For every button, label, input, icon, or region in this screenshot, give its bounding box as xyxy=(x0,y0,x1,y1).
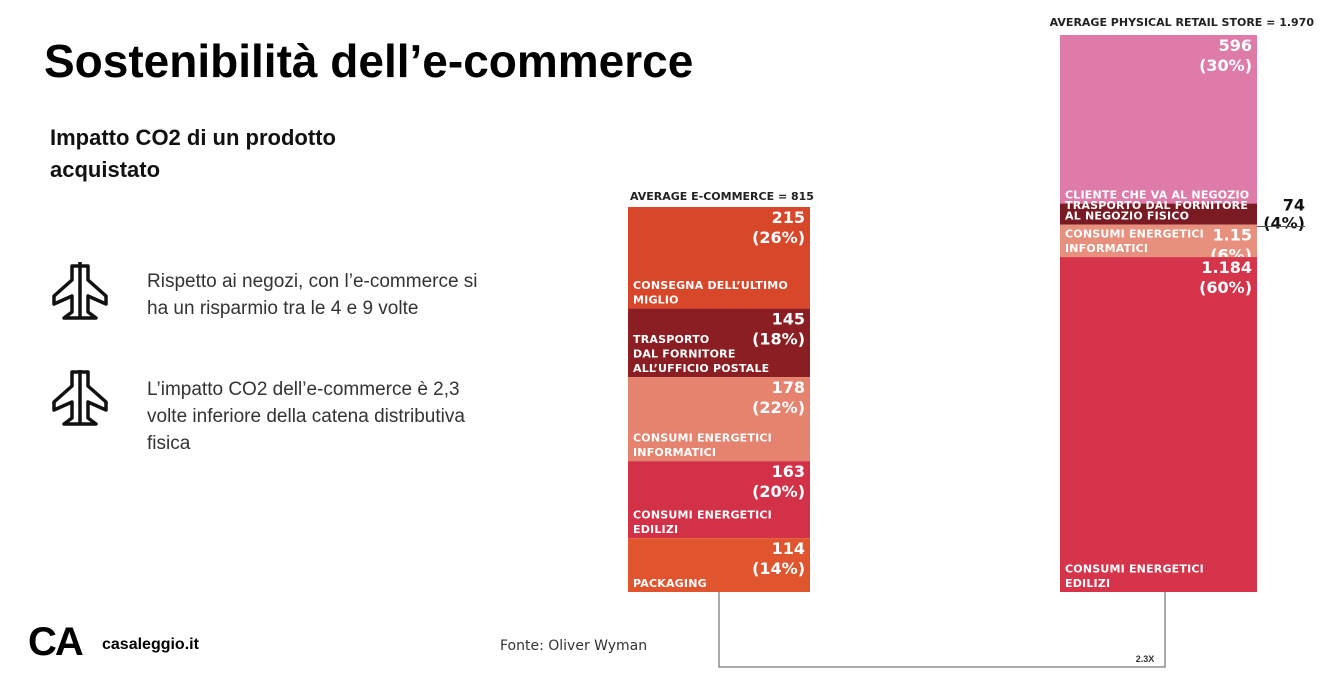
value-label: 215 xyxy=(772,208,805,227)
value-label: 74 xyxy=(1283,196,1305,215)
bullet-text: fisica xyxy=(147,433,191,454)
segment-name: PACKAGING xyxy=(633,577,707,590)
value-label: 114 xyxy=(772,539,805,558)
bar-segment xyxy=(628,377,810,462)
share-label: (4%) xyxy=(1263,214,1305,233)
segment-name: DAL FORNITORE xyxy=(633,348,736,361)
airplane-icon xyxy=(52,262,108,320)
bar-segment xyxy=(628,538,810,592)
bar-segment xyxy=(1060,203,1257,225)
chart: AVERAGE E-COMMERCE = 815 215(26%) CONSEGNA… xyxy=(628,16,1314,592)
bar-segment xyxy=(1060,257,1257,592)
bullets: Rispetto ai negozi, con l’e-commerce si h… xyxy=(147,271,478,454)
segment-name: CONSUMI ENERGETICI xyxy=(1065,563,1204,576)
bar-segment xyxy=(628,461,810,539)
bar-label: AVERAGE PHYSICAL RETAIL STORE = 1.970 xyxy=(1050,16,1315,29)
value-label: 145 xyxy=(772,310,805,329)
segment-name: ALL’UFFICIO POSTALE xyxy=(633,362,769,375)
share-label: (14%) xyxy=(752,559,805,578)
logo-mark: CA xyxy=(28,620,83,664)
bullet-text: ha un risparmio tra le 4 e 9 volte xyxy=(147,298,418,319)
segment-name: EDILIZI xyxy=(1065,577,1110,590)
share-label: (60%) xyxy=(1199,278,1252,297)
value-label: 163 xyxy=(772,462,805,481)
bar-segment xyxy=(1060,35,1257,204)
annotation: 2.3X xyxy=(1136,654,1155,664)
segment-name: CONSUMI ENERGETICI xyxy=(633,509,772,522)
value-label: 596 xyxy=(1219,36,1252,55)
share-label: (18%) xyxy=(752,330,805,349)
logo-name: casaleggio.it xyxy=(102,636,200,653)
subtitle: acquistato xyxy=(50,157,160,182)
share-label: (26%) xyxy=(752,228,805,247)
bar-segment xyxy=(1060,224,1257,258)
segment-name: EDILIZI xyxy=(633,523,678,536)
share-label: (30%) xyxy=(1199,56,1252,75)
bullet-text: L’impatto CO2 dell’e-commerce è 2,3 xyxy=(147,379,460,400)
value-label: 1.15 xyxy=(1213,226,1252,245)
source: Fonte: Oliver Wyman xyxy=(500,638,647,654)
segment-name: CONSUMI ENERGETICI xyxy=(633,432,772,445)
subtitle: Impatto CO2 di un prodotto xyxy=(50,125,336,150)
segment-name: TRASPORTO DAL FORNITORE xyxy=(1065,199,1248,212)
airplane-icon xyxy=(52,370,108,426)
bar-segment xyxy=(628,308,810,378)
segment-name: INFORMATICI xyxy=(1065,242,1148,255)
segment-name: INFORMATICI xyxy=(633,446,716,459)
bullet-text: Rispetto ai negozi, con l’e-commerce si xyxy=(147,271,478,292)
segment-name: CONSUMI ENERGETICI xyxy=(1065,228,1204,241)
segment-name: TRASPORTO xyxy=(633,333,709,346)
bullet-text: volte inferiore della catena distributiv… xyxy=(147,406,465,427)
segment-name: AL NEGOZIO FISICO xyxy=(1065,210,1189,223)
value-label: 1.184 xyxy=(1201,258,1252,277)
bar-segment xyxy=(628,207,810,309)
share-label: (22%) xyxy=(752,398,805,417)
segment-name: MIGLIO xyxy=(633,294,679,307)
segment-name: CLIENTE CHE VA AL NEGOZIO xyxy=(1065,189,1249,202)
bar-label: AVERAGE E-COMMERCE = 815 xyxy=(630,190,814,203)
value-label: 178 xyxy=(772,378,805,397)
segment-name: CONSEGNA DELL’ULTIMO xyxy=(633,279,788,292)
comparison-bracket xyxy=(718,592,1166,668)
slide-title: Sostenibilità dell’e-commerce xyxy=(44,35,693,87)
share-label: (20%) xyxy=(752,482,805,501)
